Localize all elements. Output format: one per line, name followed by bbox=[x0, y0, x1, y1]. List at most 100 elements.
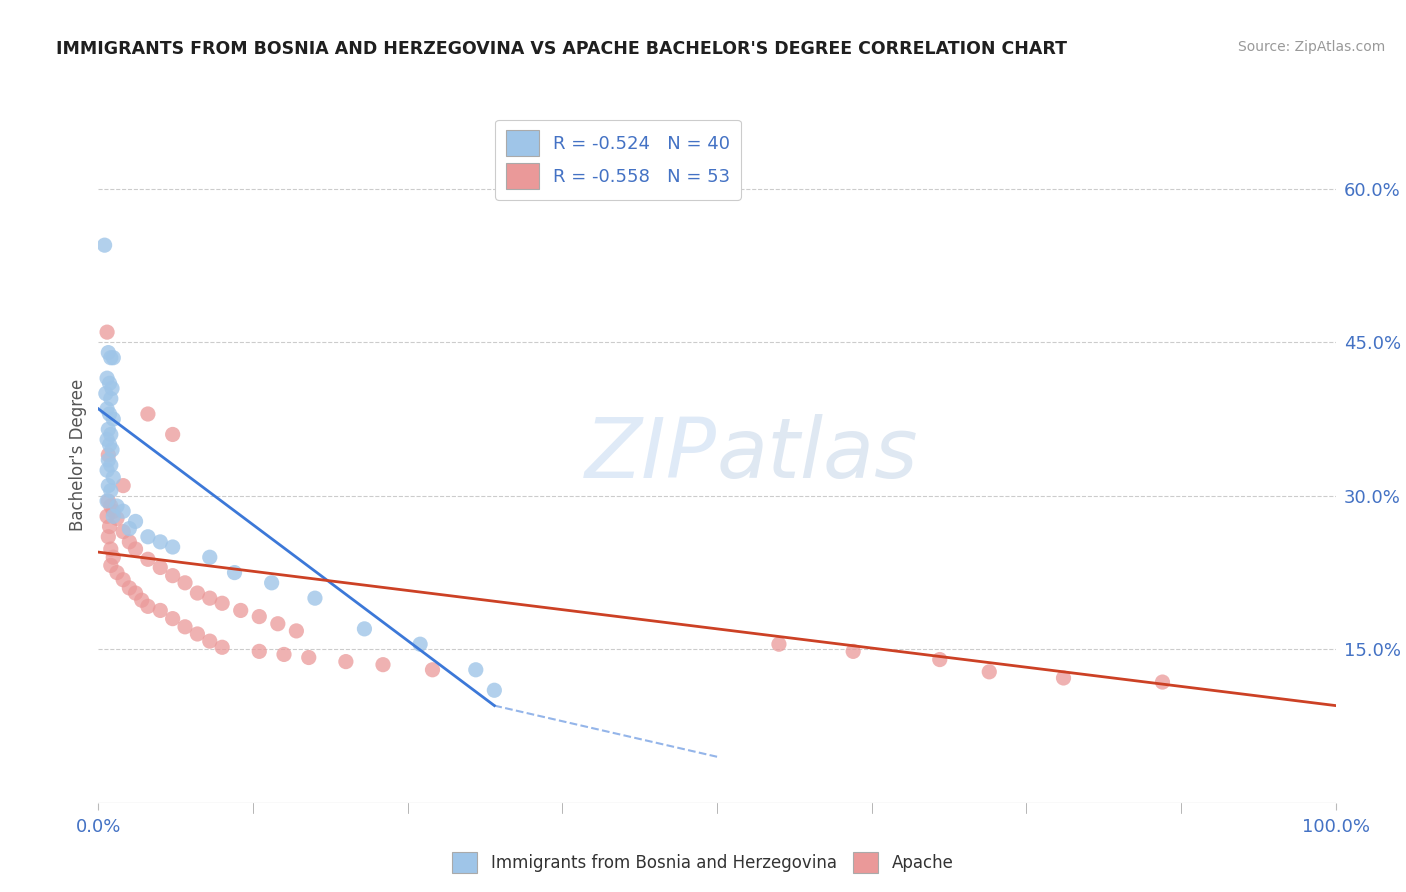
Point bbox=[149, 560, 172, 574]
Point bbox=[98, 407, 121, 421]
Point bbox=[198, 634, 221, 648]
Point bbox=[162, 427, 184, 442]
Point bbox=[186, 586, 208, 600]
Point bbox=[105, 499, 128, 513]
Point bbox=[304, 591, 326, 606]
Point bbox=[131, 593, 153, 607]
Point bbox=[285, 624, 308, 638]
Point bbox=[229, 603, 252, 617]
Point bbox=[97, 478, 120, 492]
Point bbox=[124, 586, 146, 600]
Point bbox=[105, 566, 128, 580]
Point bbox=[97, 422, 120, 436]
Y-axis label: Bachelor's Degree: Bachelor's Degree bbox=[69, 379, 87, 531]
Point bbox=[464, 663, 486, 677]
Point bbox=[149, 603, 172, 617]
Point bbox=[103, 504, 125, 518]
Point bbox=[97, 453, 120, 467]
Point bbox=[298, 650, 321, 665]
Point bbox=[979, 665, 1001, 679]
Point bbox=[186, 627, 208, 641]
Text: Source: ZipAtlas.com: Source: ZipAtlas.com bbox=[1237, 40, 1385, 54]
Point bbox=[98, 376, 121, 391]
Point bbox=[96, 371, 118, 385]
Point bbox=[335, 655, 357, 669]
Point bbox=[96, 463, 118, 477]
Point bbox=[96, 494, 118, 508]
Point bbox=[124, 515, 146, 529]
Point bbox=[100, 392, 122, 406]
Point bbox=[484, 683, 506, 698]
Point bbox=[100, 351, 122, 365]
Point bbox=[101, 442, 124, 457]
Point bbox=[136, 530, 159, 544]
Point bbox=[112, 478, 135, 492]
Point bbox=[98, 438, 121, 452]
Point bbox=[103, 509, 125, 524]
Point bbox=[247, 644, 270, 658]
Point bbox=[162, 540, 184, 554]
Point bbox=[136, 407, 159, 421]
Point bbox=[100, 499, 122, 513]
Point bbox=[103, 550, 125, 565]
Point bbox=[422, 663, 444, 677]
Point bbox=[1052, 671, 1074, 685]
Point bbox=[198, 591, 221, 606]
Point bbox=[101, 381, 124, 395]
Text: atlas: atlas bbox=[717, 415, 918, 495]
Point bbox=[118, 535, 141, 549]
Point bbox=[211, 640, 233, 655]
Point bbox=[103, 351, 125, 365]
Point bbox=[97, 345, 120, 359]
Point bbox=[124, 542, 146, 557]
Point bbox=[267, 616, 290, 631]
Point bbox=[273, 648, 295, 662]
Point bbox=[96, 401, 118, 416]
Point bbox=[100, 558, 122, 573]
Point bbox=[224, 566, 246, 580]
Point bbox=[96, 433, 118, 447]
Point bbox=[97, 448, 120, 462]
Point bbox=[174, 575, 197, 590]
Point bbox=[112, 524, 135, 539]
Point bbox=[100, 542, 122, 557]
Point bbox=[842, 644, 865, 658]
Legend: Immigrants from Bosnia and Herzegovina, Apache: Immigrants from Bosnia and Herzegovina, … bbox=[446, 846, 960, 880]
Point bbox=[96, 509, 118, 524]
Point bbox=[100, 427, 122, 442]
Point bbox=[97, 530, 120, 544]
Point bbox=[118, 581, 141, 595]
Point bbox=[162, 612, 184, 626]
Point bbox=[96, 325, 118, 339]
Point bbox=[174, 620, 197, 634]
Point bbox=[136, 552, 159, 566]
Point bbox=[112, 504, 135, 518]
Point bbox=[94, 386, 117, 401]
Point bbox=[93, 238, 115, 252]
Point bbox=[103, 412, 125, 426]
Point bbox=[409, 637, 432, 651]
Legend: R = -0.524   N = 40, R = -0.558   N = 53: R = -0.524 N = 40, R = -0.558 N = 53 bbox=[495, 120, 741, 200]
Point bbox=[112, 573, 135, 587]
Point bbox=[100, 458, 122, 472]
Point bbox=[97, 494, 120, 508]
Point bbox=[1152, 675, 1174, 690]
Point bbox=[149, 535, 172, 549]
Point bbox=[247, 609, 270, 624]
Text: ZIP: ZIP bbox=[585, 415, 717, 495]
Point bbox=[162, 568, 184, 582]
Point bbox=[118, 522, 141, 536]
Point bbox=[260, 575, 283, 590]
Point bbox=[105, 511, 128, 525]
Point bbox=[211, 596, 233, 610]
Point bbox=[928, 652, 950, 666]
Point bbox=[768, 637, 790, 651]
Point bbox=[103, 470, 125, 484]
Point bbox=[371, 657, 394, 672]
Point bbox=[353, 622, 375, 636]
Point bbox=[198, 550, 221, 565]
Point bbox=[136, 599, 159, 614]
Text: IMMIGRANTS FROM BOSNIA AND HERZEGOVINA VS APACHE BACHELOR'S DEGREE CORRELATION C: IMMIGRANTS FROM BOSNIA AND HERZEGOVINA V… bbox=[56, 40, 1067, 58]
Point bbox=[98, 519, 121, 533]
Point bbox=[100, 483, 122, 498]
